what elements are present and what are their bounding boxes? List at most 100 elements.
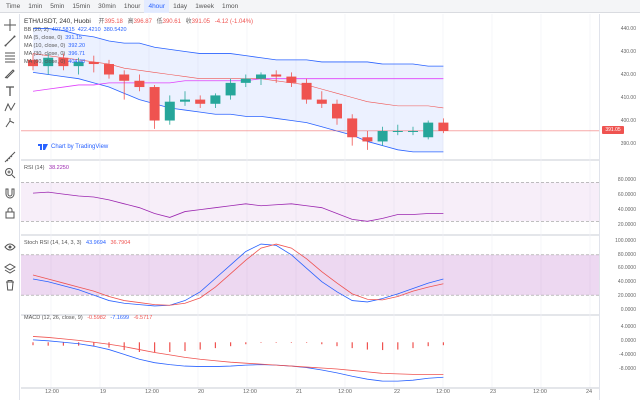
indicator-legend-row[interactable]: MA (10, close, 0) 392.20 bbox=[24, 43, 85, 49]
trendline-tool-button[interactable] bbox=[3, 34, 17, 48]
macd-label: MACD (12, 26, close, 9) bbox=[24, 315, 83, 321]
timeframe-1min[interactable]: 1min bbox=[28, 2, 43, 10]
macd-histogram-bar bbox=[260, 342, 262, 343]
time-axis-label: 24 bbox=[585, 389, 593, 395]
macd-histogram-bar bbox=[93, 342, 95, 347]
brush-tool-button[interactable] bbox=[3, 66, 17, 80]
timeframe-30min[interactable]: 30min bbox=[98, 2, 116, 10]
candle-body bbox=[347, 118, 358, 138]
axis-tick-label: 0.0000 bbox=[620, 306, 636, 313]
axis-tick-label: 40.0000 bbox=[617, 279, 636, 286]
candle-body bbox=[210, 95, 221, 104]
open-label: 开 bbox=[98, 19, 105, 25]
axis-tick-label: 4.0000 bbox=[620, 324, 636, 330]
bollinger-upper-line bbox=[33, 28, 444, 67]
magnet-tool-button[interactable] bbox=[3, 186, 17, 200]
indicator-value: 391.15 bbox=[65, 35, 83, 41]
timeframe-1hour[interactable]: 1hour bbox=[123, 2, 141, 10]
indicator-value: 392.20 bbox=[68, 43, 86, 49]
candle-body bbox=[438, 122, 449, 131]
candle-body bbox=[271, 74, 282, 77]
ma-long-line bbox=[32, 78, 444, 92]
drawing-toolbar bbox=[0, 14, 20, 400]
time-axis-label: 21 bbox=[295, 389, 303, 395]
macd-histogram-bar bbox=[62, 342, 64, 346]
time-axis-label: 12:00 bbox=[533, 389, 547, 395]
chart-canvas[interactable] bbox=[21, 14, 619, 400]
zoom-tool-button[interactable] bbox=[3, 166, 17, 180]
timeframe-time[interactable]: Time bbox=[6, 2, 21, 10]
indicator-value: 380.5420 bbox=[103, 27, 127, 33]
prediction-icon bbox=[5, 118, 15, 128]
timeframe-15min[interactable]: 15min bbox=[72, 2, 91, 10]
trendline-icon bbox=[4, 35, 16, 47]
axis-tick-label: 400.00 bbox=[620, 118, 636, 124]
open-value: 395.18 bbox=[104, 19, 123, 25]
crosshair-tool-button[interactable] bbox=[3, 18, 17, 32]
axis-tick-label: 40.0000 bbox=[617, 207, 636, 213]
candle-body bbox=[301, 82, 312, 100]
macd-histogram-bar bbox=[412, 342, 414, 349]
macd-histogram-bar bbox=[199, 342, 201, 350]
time-axis-label: 20 bbox=[197, 389, 205, 395]
rsi-band-fill bbox=[21, 182, 619, 222]
axis-tick-label: 390.00 bbox=[620, 141, 636, 147]
timeframe-1mon[interactable]: 1mon bbox=[221, 2, 239, 10]
timeframe-1day[interactable]: 1day bbox=[173, 2, 188, 10]
symbol-legend: ETH/USDT, 240, Huobi 开395.18 高396.87 低39… bbox=[24, 16, 253, 25]
candle-body bbox=[332, 103, 342, 119]
fib-tool-button[interactable] bbox=[3, 50, 17, 64]
candle-body bbox=[392, 130, 403, 132]
bollinger-lower-line bbox=[32, 72, 444, 153]
macd-line bbox=[32, 339, 444, 382]
text-tool-button[interactable] bbox=[3, 84, 17, 98]
symbol-label: ETH/USDT, 240, Huobi bbox=[24, 18, 91, 25]
layers-tool-button[interactable] bbox=[3, 262, 17, 276]
axis-tick-label: 60.0000 bbox=[617, 265, 636, 272]
change-value: -4.12 (-1.04%) bbox=[214, 19, 254, 25]
time-axis-label: 12:00 bbox=[436, 389, 450, 395]
high-label: 高 bbox=[127, 19, 134, 25]
indicator-value: 407.5815 bbox=[51, 27, 75, 33]
indicator-legend-row[interactable]: BB (20, 2) 407.5815 422.4210 380.5420 bbox=[24, 27, 127, 33]
indicator-legend-row[interactable]: MA (5, close, 0) 391.15 bbox=[24, 35, 82, 41]
stoch-d-value: 36.7904 bbox=[110, 240, 131, 246]
indicator-legend-row[interactable]: MA (60, close, 0) 404.48 bbox=[24, 59, 85, 65]
timeframe-5min[interactable]: 5min bbox=[50, 2, 65, 10]
low-label: 低 bbox=[156, 19, 163, 25]
axis-tick-label: -8.0000 bbox=[619, 366, 636, 372]
time-axis-label: 19 bbox=[99, 389, 107, 395]
prediction-tool-button[interactable] bbox=[3, 116, 17, 130]
macd-histogram-bar bbox=[397, 342, 399, 350]
macd-histogram-bar bbox=[230, 342, 232, 347]
macd-histogram-bar bbox=[366, 342, 368, 350]
pattern-tool-button[interactable] bbox=[3, 100, 17, 114]
axis-tick-label: 20.0000 bbox=[617, 222, 636, 228]
macd-histogram-bar bbox=[382, 342, 384, 351]
timeframe-4hour[interactable]: 4hour bbox=[144, 0, 170, 13]
stoch-k-value: 43.9694 bbox=[86, 240, 106, 246]
zoom-icon bbox=[5, 168, 16, 179]
candle-body bbox=[149, 87, 160, 121]
candle-body bbox=[286, 76, 297, 83]
timeframe-1week[interactable]: 1week bbox=[195, 2, 214, 10]
price-axis[interactable]: 440.00 430.00 420.00 410.00 400.00 390.00 80.0… bbox=[599, 14, 640, 400]
trash-tool-button[interactable] bbox=[3, 278, 17, 292]
candle-body bbox=[316, 99, 327, 104]
high-value: 396.87 bbox=[133, 19, 152, 25]
macd-histogram-bar bbox=[154, 342, 156, 353]
macd-histogram-bar bbox=[427, 342, 429, 347]
measure-tool-button[interactable] bbox=[3, 150, 17, 164]
axis-tick-label: 0.0000 bbox=[620, 338, 636, 344]
credit-label: Chart by TradingView bbox=[51, 144, 109, 150]
lock-tool-button[interactable] bbox=[3, 206, 17, 220]
candle-body bbox=[88, 61, 99, 65]
eye-tool-button[interactable] bbox=[3, 240, 17, 254]
macd-histogram-bar bbox=[290, 342, 292, 343]
tradingview-credit[interactable]: Chart by TradingView bbox=[38, 144, 108, 150]
indicator-label: MA (10, close, 0) bbox=[24, 43, 66, 49]
candle-body bbox=[134, 80, 145, 88]
indicator-legend-row[interactable]: MA (30, close, 0) 396.71 bbox=[24, 51, 85, 57]
indicator-value: 404.48 bbox=[68, 59, 86, 65]
fib-icon bbox=[5, 52, 15, 63]
